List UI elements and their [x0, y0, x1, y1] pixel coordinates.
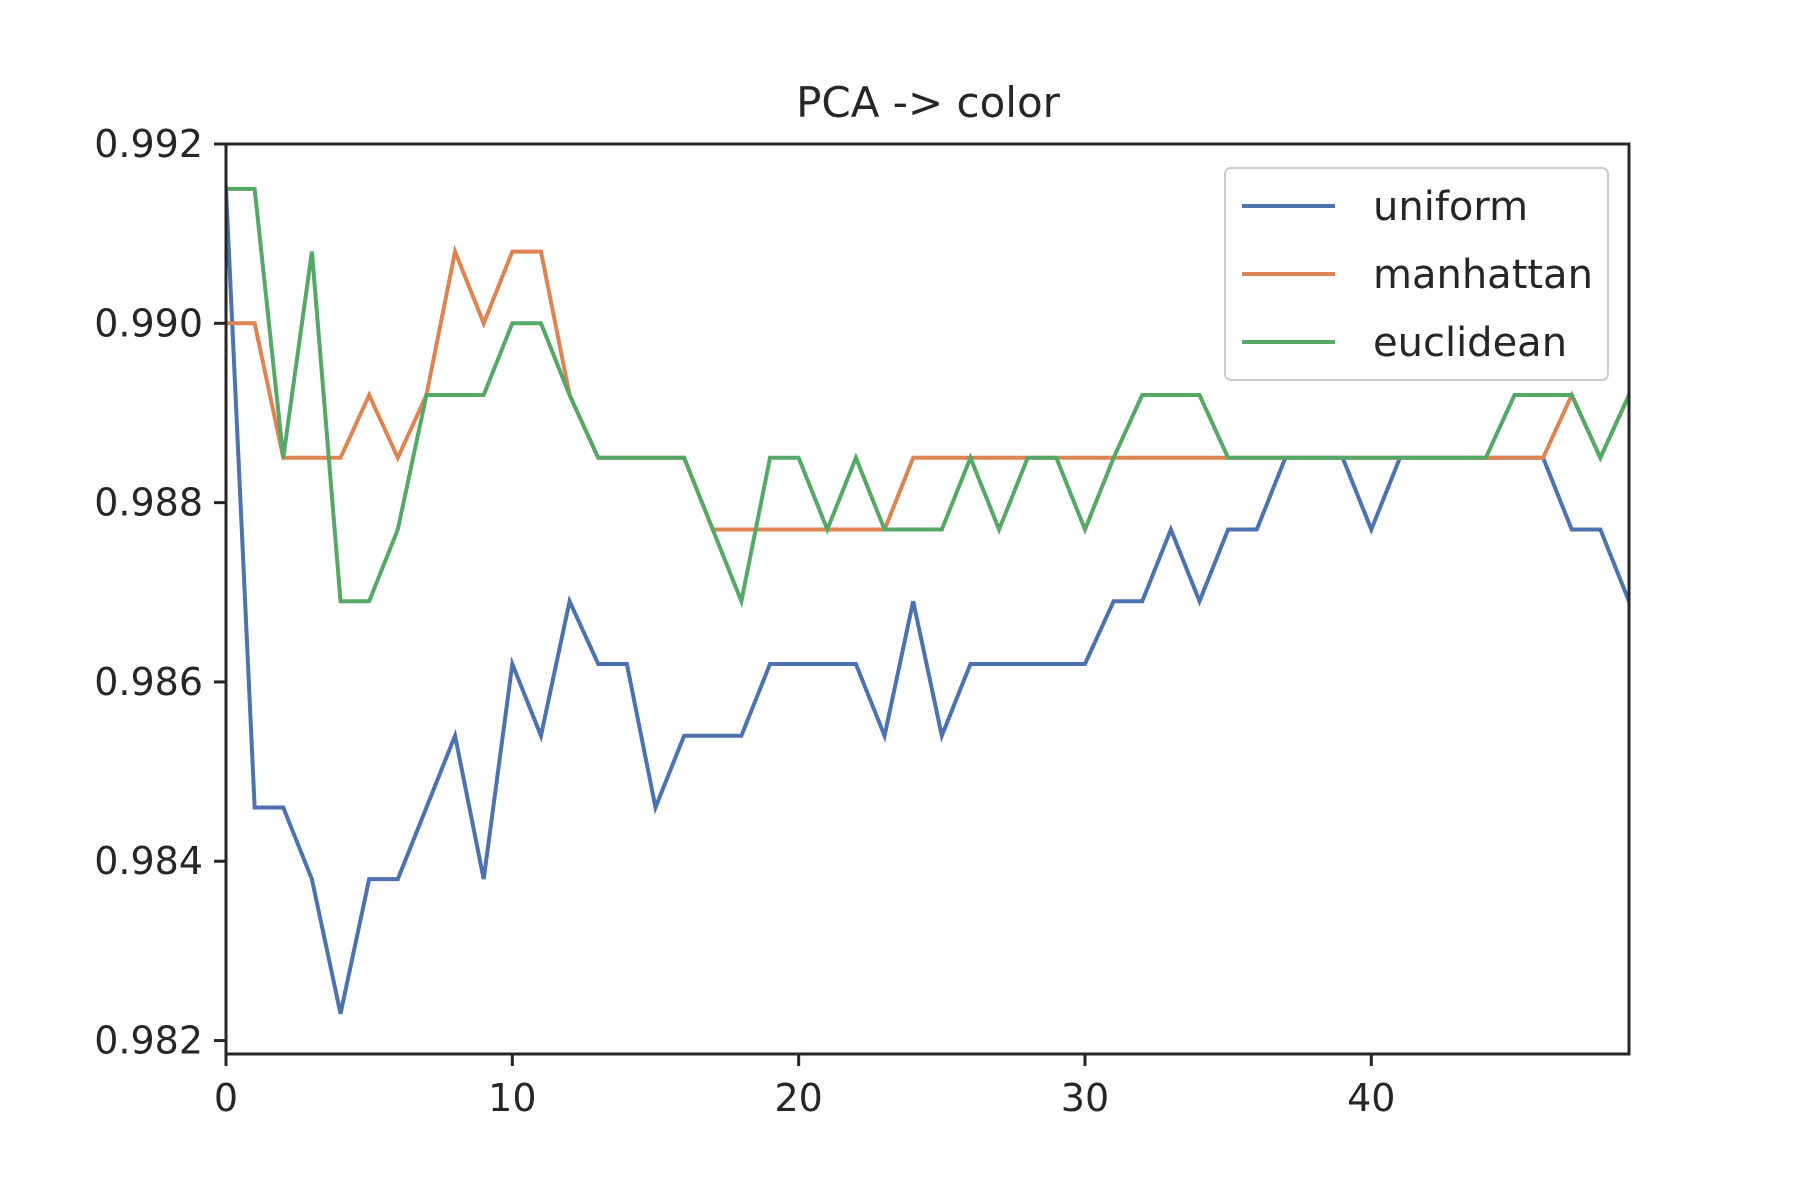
x-tick-label: 0: [214, 1076, 238, 1120]
series-layer: [226, 186, 1629, 1015]
y-axis: 0.982 0.984 0.986 0.988 0.990 0.992: [94, 122, 226, 1063]
x-axis: 0 10 20 30 40: [214, 1054, 1395, 1120]
series-line-uniform: [226, 186, 1629, 1015]
x-tick-label: 30: [1061, 1076, 1109, 1120]
y-tick-label: 0.988: [94, 481, 203, 525]
y-tick-label: 0.990: [94, 301, 203, 345]
legend-label-euclidean: euclidean: [1373, 320, 1567, 366]
x-tick-label: 20: [774, 1076, 822, 1120]
y-tick-label: 0.982: [94, 1019, 203, 1063]
y-tick-label: 0.984: [94, 839, 203, 883]
legend: uniform manhattan euclidean: [1224, 167, 1609, 381]
legend-box: [1224, 167, 1609, 381]
x-tick-label: 10: [488, 1076, 536, 1120]
x-tick-label: 40: [1347, 1076, 1395, 1120]
y-tick-label: 0.986: [94, 660, 203, 704]
legend-label-manhattan: manhattan: [1373, 252, 1593, 298]
legend-label-uniform: uniform: [1373, 184, 1528, 230]
plot-frame: [224, 142, 1631, 1056]
chart-title: PCA -> color: [796, 78, 1061, 127]
series-line-euclidean: [226, 186, 1629, 609]
y-tick-label: 0.992: [94, 122, 203, 166]
